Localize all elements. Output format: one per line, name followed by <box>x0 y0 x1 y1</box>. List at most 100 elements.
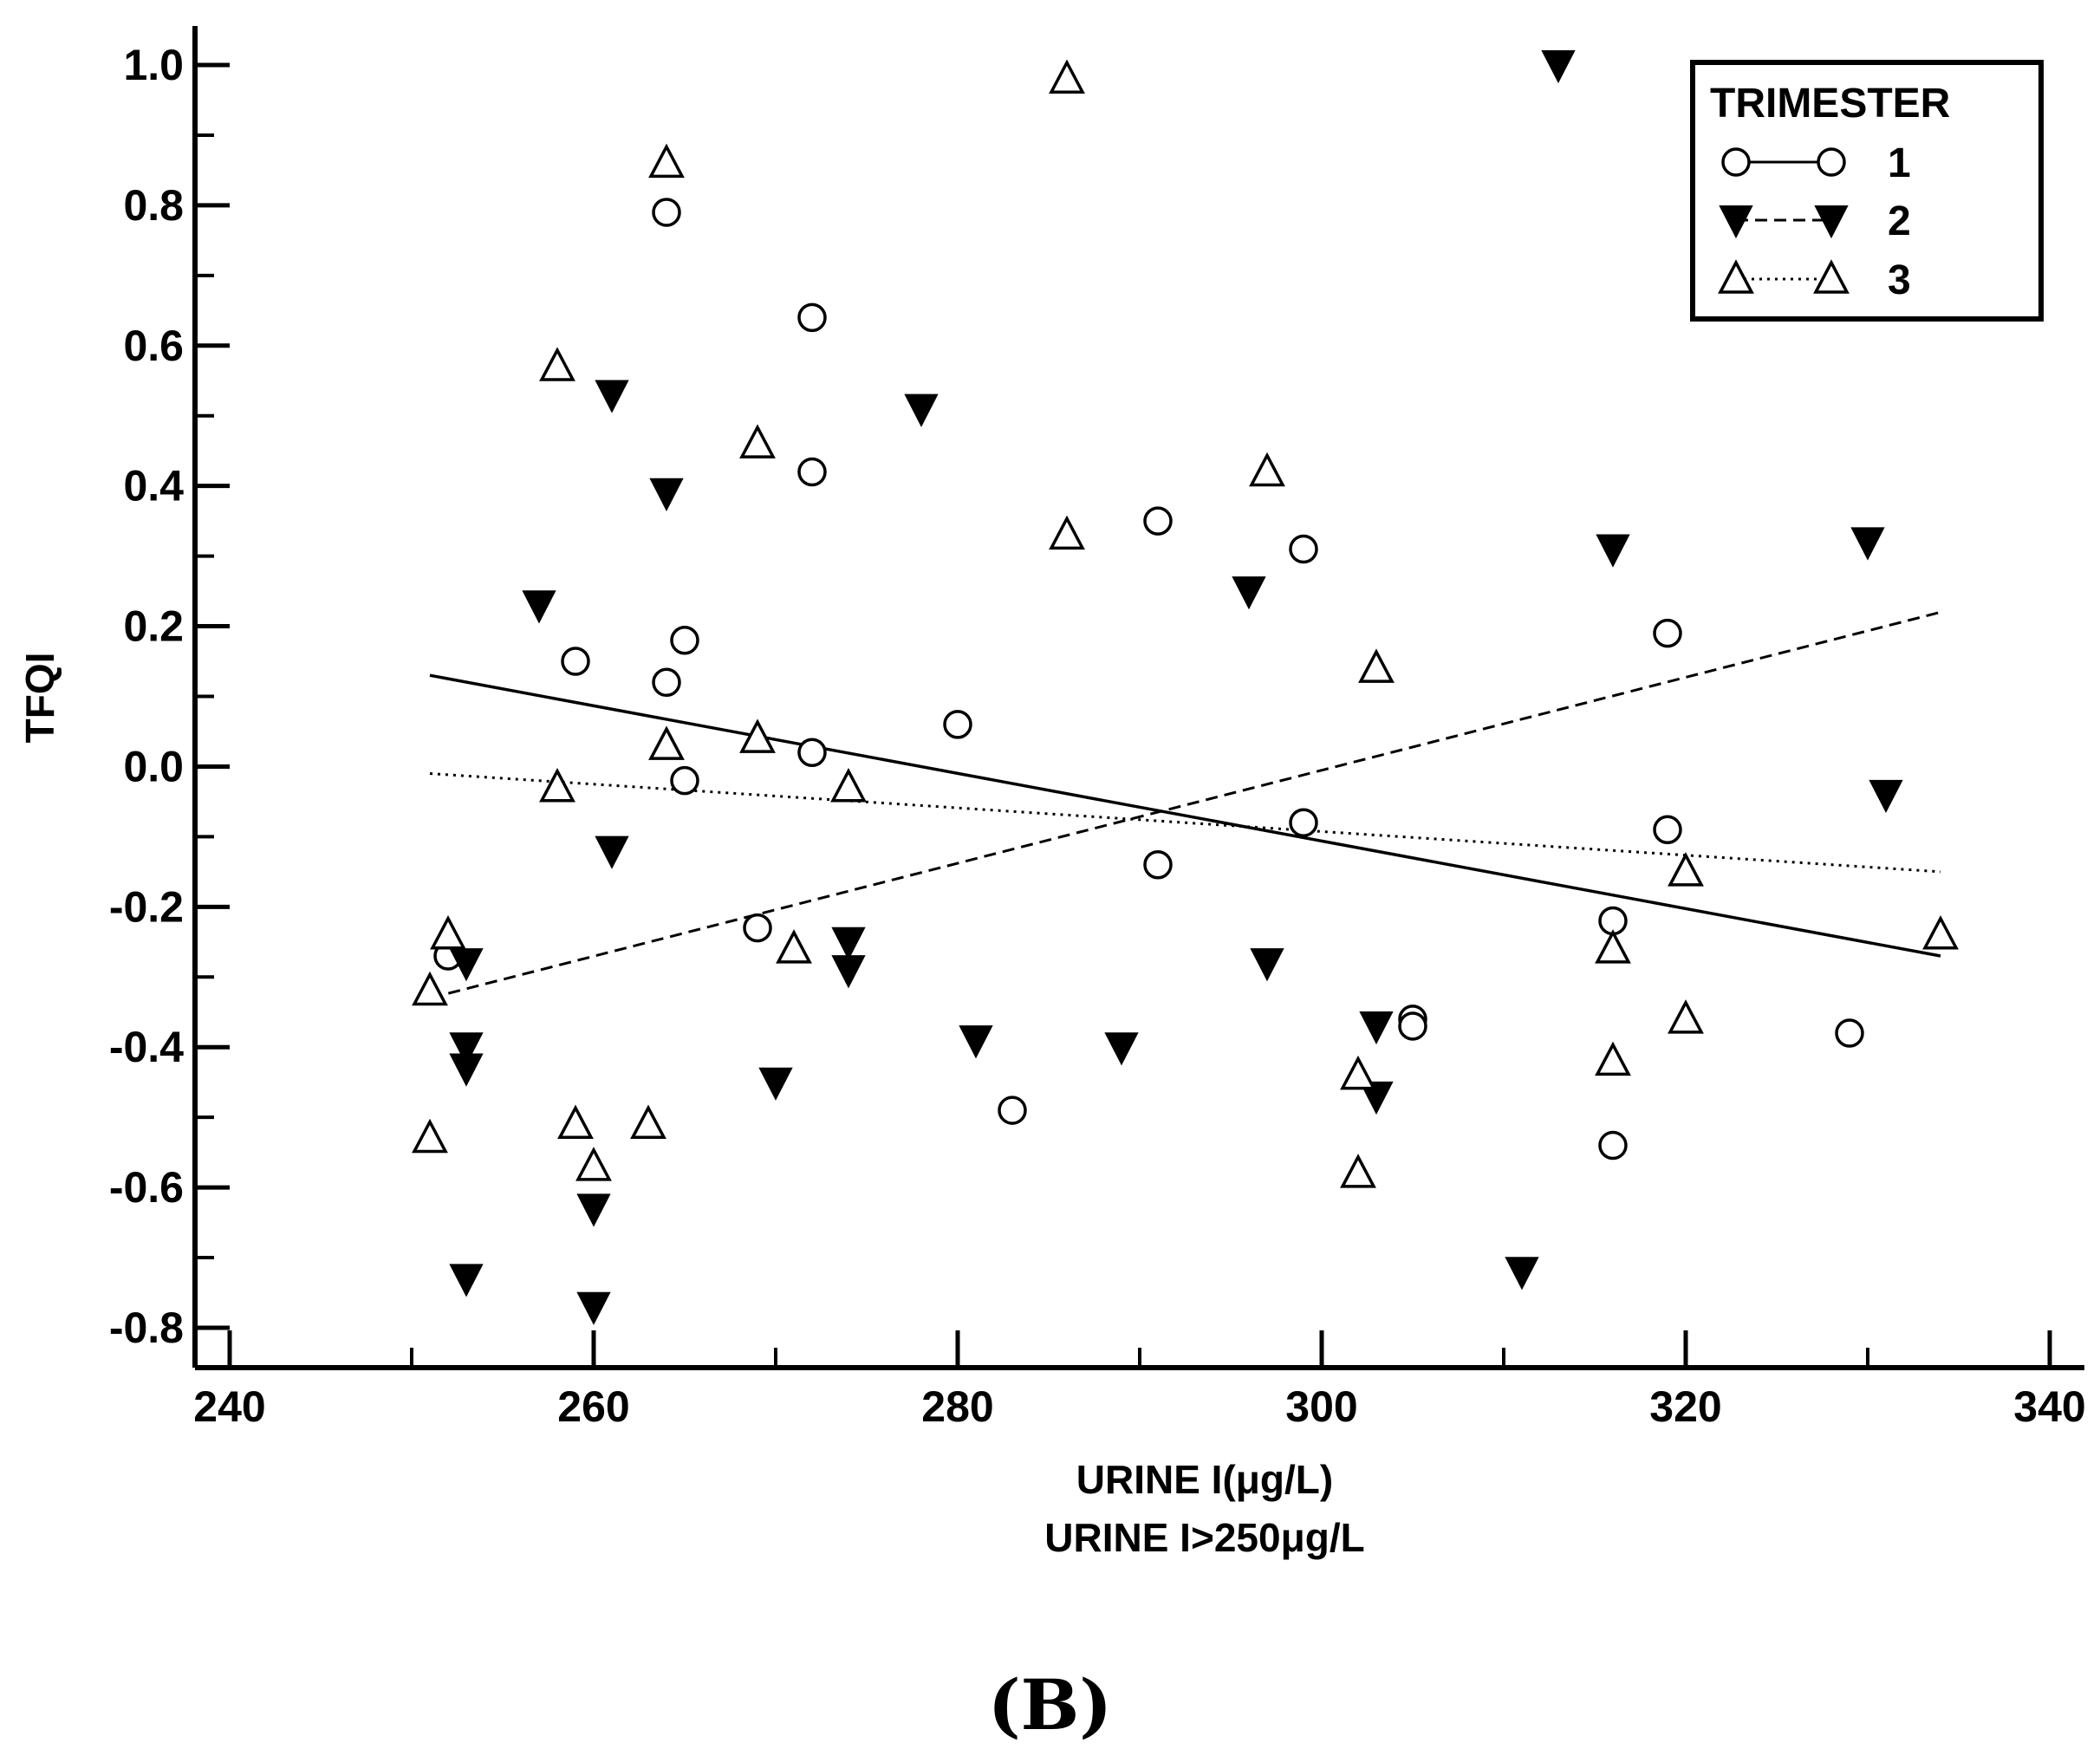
data-point-series-3 <box>1668 999 1704 1034</box>
y-tick-label: -0.2 <box>109 882 184 931</box>
data-point-series-2 <box>1541 50 1576 84</box>
legend-entries: 1 2 3 <box>1718 140 1911 303</box>
y-axis-label: TFQI <box>17 653 62 744</box>
trend-line-series-2 <box>429 610 1941 1000</box>
data-point-series-1 <box>1289 534 1318 564</box>
data-point-series-3 <box>1595 1041 1631 1076</box>
data-point-series-3 <box>412 1118 448 1154</box>
data-point-series-3 <box>412 971 448 1006</box>
data-point-series-3 <box>1049 515 1085 550</box>
y-tick-label: -0.4 <box>109 1023 184 1071</box>
data-point-series-3 <box>430 914 466 950</box>
data-point-series-2 <box>904 393 939 427</box>
data-point-series-2 <box>1250 948 1284 982</box>
data-point-series-3 <box>648 143 685 179</box>
data-point-series-1 <box>1835 1018 1864 1048</box>
data-point-series-2 <box>1850 527 1885 561</box>
data-point-series-3 <box>539 347 575 381</box>
data-point-series-1 <box>1653 618 1682 648</box>
x-axis-label: URINE I(μg/L) <box>1076 1457 1333 1502</box>
y-tick-label: 0.0 <box>123 742 184 790</box>
data-point-series-2 <box>576 1291 611 1325</box>
legend-marker-2 <box>1814 205 1849 239</box>
y-tick-label: 1.0 <box>123 41 184 89</box>
x-tick-label: 340 <box>2013 1382 2085 1431</box>
data-point-series-2 <box>831 955 866 989</box>
data-point-series-1 <box>670 625 699 655</box>
x-tick-label: 240 <box>193 1382 265 1431</box>
data-point-series-3 <box>739 718 776 753</box>
data-point-series-3 <box>1340 1154 1376 1188</box>
data-point-series-3 <box>557 1104 594 1140</box>
y-tick-label: -0.8 <box>109 1304 184 1352</box>
y-tick-label: 0.8 <box>123 181 184 230</box>
data-point-series-1 <box>1289 808 1318 837</box>
data-point-series-1 <box>1598 1130 1628 1161</box>
data-point-series-1 <box>1143 506 1173 536</box>
data-point-series-1 <box>1143 850 1173 880</box>
data-point-series-3 <box>1595 929 1631 964</box>
y-tick-label: 0.2 <box>123 602 184 651</box>
data-point-series-2 <box>522 590 556 624</box>
data-point-series-2 <box>1869 779 1903 814</box>
data-point-series-1 <box>652 198 681 227</box>
legend-marker-2 <box>1719 205 1753 239</box>
data-point-series-2 <box>1104 1032 1139 1066</box>
x-tick-label: 320 <box>1649 1382 1721 1431</box>
data-point-series-2 <box>595 380 629 413</box>
legend-label-2: 2 <box>1888 198 1911 244</box>
x-tick-label: 260 <box>557 1382 629 1431</box>
data-point-series-2 <box>1359 1081 1394 1115</box>
data-point-series-3 <box>739 424 776 458</box>
data-point-series-3 <box>575 1147 612 1181</box>
data-point-series-1 <box>743 913 772 943</box>
ticks: -0.8 -0.6 -0.4 -0.2 0.0 0.2 0.4 0.6 0.8 1.0 240 260… <box>109 41 2086 1431</box>
data-point-series-1 <box>1398 1011 1427 1041</box>
y-tick-label: -0.6 <box>109 1163 184 1212</box>
data-point-series-2 <box>1596 534 1630 568</box>
data-point-series-3 <box>648 725 685 760</box>
data-point-series-1 <box>1653 815 1682 845</box>
data-point-series-2 <box>449 1053 484 1087</box>
data-point-series-1 <box>561 647 590 676</box>
data-points <box>412 50 1959 1325</box>
data-point-series-1 <box>998 1096 1027 1125</box>
trend-lines <box>429 610 1941 1000</box>
data-point-series-1 <box>797 457 827 487</box>
data-point-series-1 <box>797 738 827 768</box>
data-point-series-3 <box>1249 452 1285 487</box>
trend-line-series-1 <box>429 673 1941 958</box>
data-point-series-2 <box>831 927 866 960</box>
x-axis-sublabel: URINE I>250μg/L <box>1044 1515 1364 1560</box>
data-point-series-3 <box>1668 852 1704 887</box>
data-point-series-3 <box>539 767 575 803</box>
data-point-series-1 <box>670 765 699 796</box>
data-point-series-1 <box>652 667 681 698</box>
data-point-series-2 <box>1505 1257 1539 1291</box>
data-point-series-2 <box>576 1193 611 1227</box>
legend: TRIMESTER 1 2 3 <box>1690 60 2044 322</box>
data-point-series-3 <box>776 929 812 964</box>
legend-label-1: 1 <box>1888 140 1911 186</box>
data-point-series-3 <box>1340 1055 1376 1090</box>
data-point-series-2 <box>449 1264 484 1297</box>
legend-label-3: 3 <box>1888 257 1911 303</box>
data-point-series-1 <box>943 710 972 739</box>
x-tick-label: 300 <box>1285 1382 1357 1431</box>
legend-box <box>1690 60 2044 322</box>
data-point-series-3 <box>630 1104 666 1140</box>
data-point-series-3 <box>1358 648 1395 683</box>
data-point-series-2 <box>595 835 629 869</box>
y-tick-label: 0.4 <box>123 462 184 510</box>
data-point-series-3 <box>1049 59 1085 94</box>
legend-marker-1 <box>1721 147 1751 177</box>
legend-marker-3 <box>1813 259 1850 294</box>
data-point-series-2 <box>758 1067 793 1101</box>
panel-label: (B) <box>987 1664 1113 1746</box>
trend-line-series-3 <box>429 772 1941 874</box>
data-point-series-2 <box>1232 576 1266 610</box>
data-point-series-2 <box>959 1025 993 1059</box>
data-point-series-3 <box>830 767 867 803</box>
legend-marker-3 <box>1718 259 1754 294</box>
